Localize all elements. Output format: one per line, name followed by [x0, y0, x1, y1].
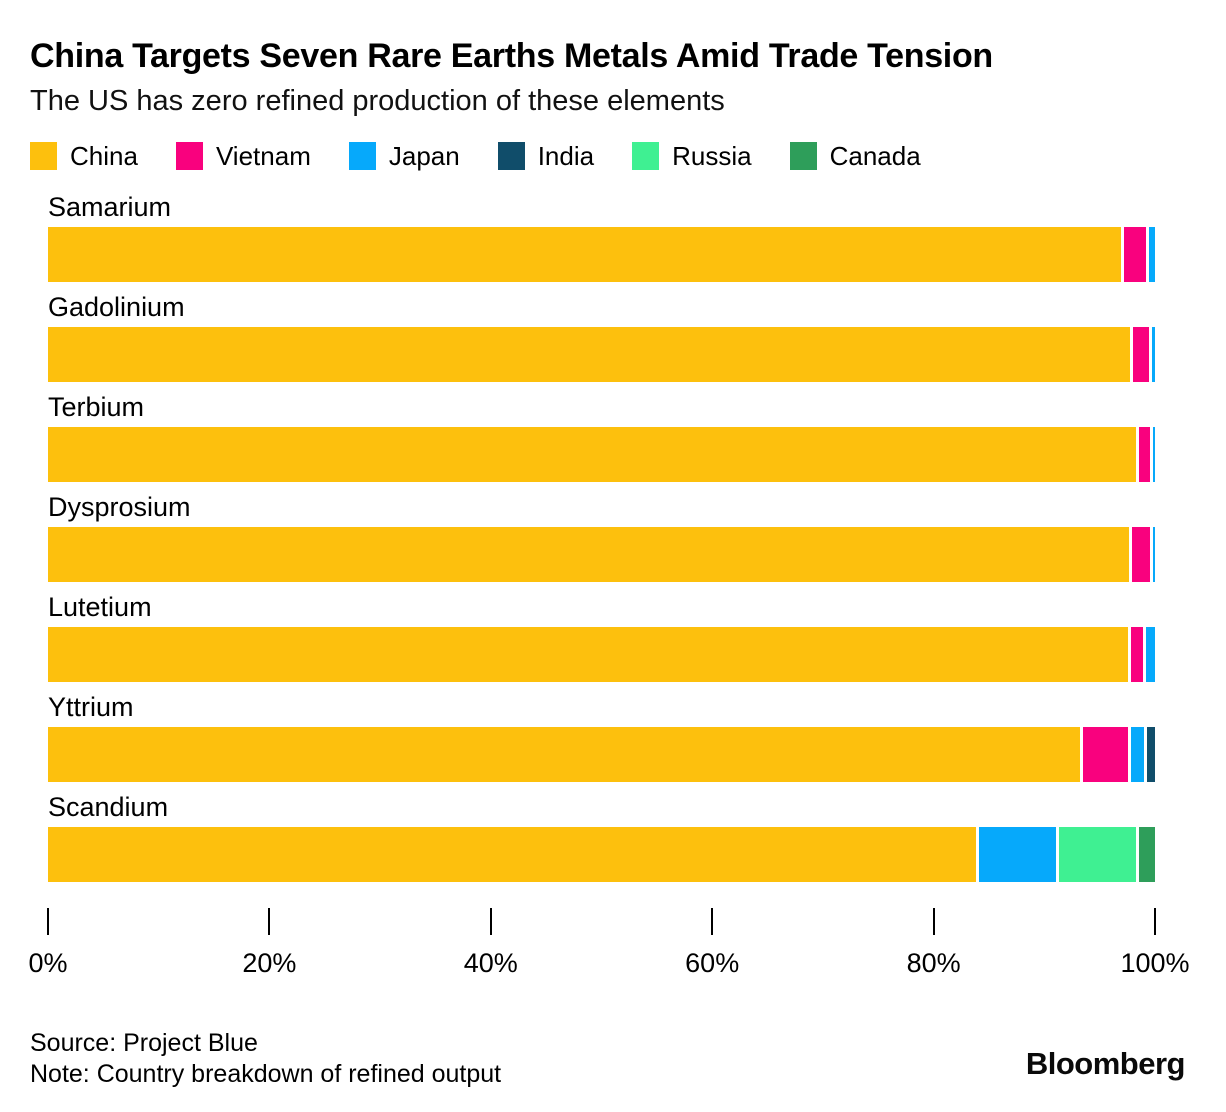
source-text: Source: Project Blue	[30, 1029, 258, 1057]
legend-label: China	[70, 141, 138, 171]
bar-segment-vietnam	[1132, 527, 1150, 582]
bar-row-yttrium: Yttrium	[48, 692, 1155, 782]
bar-segment-canada	[1138, 827, 1155, 882]
bar-row-terbium: Terbium	[48, 392, 1155, 482]
axis-tick	[932, 908, 935, 935]
bar-segment-japan	[978, 827, 1056, 882]
legend-swatch-japan	[348, 142, 376, 170]
legend-item-vietnam: Vietnam	[175, 141, 311, 171]
bar-segment-japan	[1146, 627, 1155, 682]
bar-segment-japan	[1152, 427, 1155, 482]
stacked-bar	[48, 827, 1155, 882]
legend-swatch-india	[497, 142, 525, 170]
bar-row-dysprosium: Dysprosium	[48, 492, 1155, 582]
axis-tick-label: 60%	[685, 948, 740, 978]
bar-segment-china	[48, 327, 1131, 382]
legend-label: India	[537, 141, 595, 171]
chart-subtitle: The US has zero refined production of th…	[30, 85, 725, 117]
bar-row-scandium: Scandium	[48, 792, 1155, 882]
bar-segment-japan	[1152, 527, 1155, 582]
legend-swatch-vietnam	[175, 142, 203, 170]
legend-item-china: China	[30, 141, 138, 171]
bar-rows: Samarium Gadolinium Terbium Dysprosium Lutet…	[48, 192, 1155, 892]
bar-segment-india	[1147, 727, 1155, 782]
bar-segment-vietnam	[1138, 427, 1150, 482]
row-label: Dysprosium	[48, 492, 191, 522]
bar-row-lutetium: Lutetium	[48, 592, 1155, 682]
chart-header: China Targets Seven Rare Earths Metals A…	[30, 36, 993, 118]
legend-label: Canada	[829, 141, 921, 171]
stacked-bar	[48, 327, 1155, 382]
bar-segment-china	[48, 627, 1129, 682]
bar-row-samarium: Samarium	[48, 192, 1155, 282]
stacked-bar	[48, 527, 1155, 582]
bar-segment-japan	[1151, 327, 1155, 382]
axis-tick	[711, 908, 714, 935]
bloomberg-logo: Bloomberg	[1025, 1046, 1186, 1081]
axis-tick	[489, 908, 492, 935]
row-label: Samarium	[48, 192, 172, 222]
axis-tick	[47, 908, 49, 935]
bar-segment-vietnam	[1083, 727, 1129, 782]
legend-item-russia: Russia	[632, 141, 752, 171]
source-note-block: Source: Project Blue Note: Country break…	[30, 1028, 501, 1090]
legend-item-canada: Canada	[789, 141, 921, 171]
axis-tick-label: 100%	[1120, 948, 1190, 978]
bar-segment-china	[48, 727, 1081, 782]
row-label: Yttrium	[48, 692, 134, 722]
legend-item-india: India	[497, 141, 595, 171]
legend: China Vietnam Japan India Russia Canada	[30, 141, 921, 171]
stacked-bar	[48, 427, 1155, 482]
axis-tick-label: 0%	[28, 948, 68, 978]
axis-tick-label: 40%	[463, 948, 518, 978]
stacked-bar	[48, 227, 1155, 282]
row-label: Lutetium	[48, 592, 152, 622]
row-label: Scandium	[48, 792, 169, 822]
chart-title: China Targets Seven Rare Earths Metals A…	[30, 37, 993, 75]
bar-segment-vietnam	[1131, 627, 1144, 682]
bar-segment-china	[48, 227, 1122, 282]
x-axis: 0% 20% 40% 60% 80% 100%	[28, 900, 1190, 990]
bar-segment-vietnam	[1133, 327, 1149, 382]
legend-label: Russia	[672, 141, 752, 171]
axis-tick-label: 80%	[906, 948, 961, 978]
bar-row-gadolinium: Gadolinium	[48, 292, 1155, 382]
bar-segment-japan	[1131, 727, 1145, 782]
legend-label: Vietnam	[215, 141, 311, 171]
row-label: Terbium	[48, 392, 145, 422]
bar-segment-japan	[1149, 227, 1155, 282]
legend-swatch-russia	[632, 142, 660, 170]
bar-segment-vietnam	[1124, 227, 1147, 282]
note-text: Note: Country breakdown of refined outpu…	[30, 1060, 502, 1088]
stacked-bar	[48, 627, 1155, 682]
bar-segment-russia	[1058, 827, 1136, 882]
bar-segment-china	[48, 827, 976, 882]
bar-segment-china	[48, 527, 1130, 582]
legend-swatch-china	[30, 142, 57, 170]
bar-segment-china	[48, 427, 1136, 482]
stacked-bar	[48, 727, 1155, 782]
legend-item-japan: Japan	[348, 141, 460, 171]
axis-tick	[268, 908, 271, 935]
legend-swatch-canada	[789, 142, 817, 170]
row-label: Gadolinium	[48, 292, 185, 322]
axis-tick	[1154, 908, 1156, 935]
legend-label: Japan	[388, 141, 460, 171]
axis-tick-label: 20%	[242, 948, 297, 978]
